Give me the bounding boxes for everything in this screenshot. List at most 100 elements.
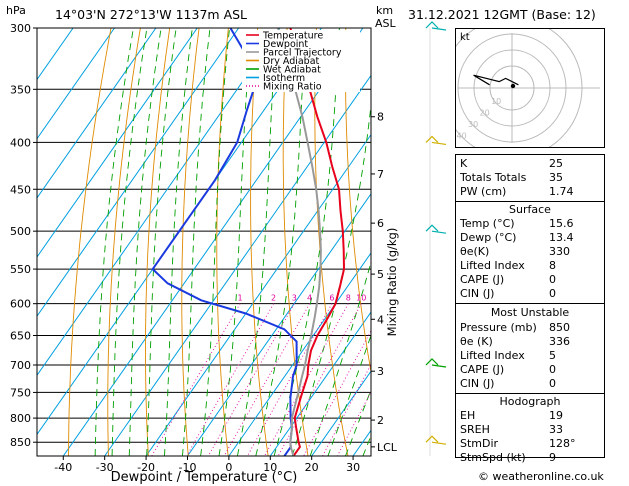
mixing-ratio-label: 8 <box>346 294 351 303</box>
height-tick-label: 8 <box>377 111 384 124</box>
index-pw-label: PW (cm) <box>460 185 507 198</box>
wet-adiabat-line <box>236 28 278 456</box>
divider <box>456 201 604 202</box>
mu-row: CIN (J) 0 <box>460 377 600 391</box>
surface-cape-label: CAPE (J) <box>460 273 505 286</box>
hodograph-ring-label: 40 <box>457 131 467 140</box>
wind-barb-icon <box>425 135 439 143</box>
temperature-tick-label: -20 <box>137 461 155 474</box>
mu-row: CAPE (J) 0 <box>460 363 600 377</box>
mu-cape-label: CAPE (J) <box>460 363 505 376</box>
dry-adiabat-line <box>282 28 309 456</box>
index-totals-value: 35 <box>549 171 563 184</box>
wind-barb-icon <box>425 224 439 232</box>
temperature-tick-label: -30 <box>96 461 114 474</box>
dry-adiabat-line <box>216 28 229 456</box>
wet-adiabat-line <box>128 28 162 456</box>
datetime-label: 31.12.2021 12GMT (Base: 12) <box>408 7 596 22</box>
wind-barb-icon <box>425 21 439 29</box>
dry-adiabat-line <box>68 28 112 456</box>
wet-adiabat-line <box>345 388 371 456</box>
pressure-tick-label: 400 <box>10 136 31 149</box>
surface-row: Temp (°C) 15.6 <box>460 217 600 231</box>
surface-row: Lifted Index 8 <box>460 259 600 273</box>
hodo-stmspd-value: 9 <box>549 451 556 464</box>
pressure-tick-label: 650 <box>10 330 31 343</box>
pressure-tick-label: 600 <box>10 298 31 311</box>
mixing-ratio-line <box>151 303 241 456</box>
hodo-eh-value: 19 <box>549 409 563 422</box>
dry-adiabat-line <box>250 28 269 456</box>
hodo-sreh-value: 33 <box>549 423 563 436</box>
isotherm-line <box>37 28 115 140</box>
surface-title: Surface <box>509 203 551 216</box>
x-axis-title: Dewpoint / Temperature (°C) <box>111 470 298 485</box>
isotherm-line <box>228 252 371 456</box>
km-unit-label: km <box>376 4 394 17</box>
height-tick-label: 7 <box>377 168 384 181</box>
wet-adiabat-line <box>200 28 230 456</box>
pressure-tick-label: 350 <box>10 83 31 96</box>
mixing-ratio-label: 20 <box>398 294 408 303</box>
hodo-stmdir-value: 128° <box>549 437 576 450</box>
height-tick-label: 5 <box>377 268 384 281</box>
index-row-pw: PW (cm) 1.74 <box>460 185 600 199</box>
mu-row: θe (K) 336 <box>460 335 600 349</box>
mu-row: Pressure (mb) 850 <box>460 321 600 335</box>
legend-label: Dry Adiabat <box>263 56 320 67</box>
hodograph-ring-label: 20 <box>480 108 490 117</box>
wet-adiabat-line <box>218 28 253 456</box>
isotherm-line <box>37 28 198 258</box>
divider <box>456 393 604 394</box>
legend-label: Mixing Ratio <box>263 82 322 93</box>
isotherm-line <box>37 28 281 377</box>
mu-pressure-value: 850 <box>549 321 570 334</box>
surface-thetae-value: 330 <box>549 245 570 258</box>
storm-motion-marker <box>510 83 516 89</box>
mixing-ratio-axis-title: Mixing Ratio (g/kg) <box>385 228 399 337</box>
index-row-k: K 25 <box>460 157 600 171</box>
mixing-ratio-line <box>336 390 371 456</box>
hodo-stmdir-label: StmDir <box>460 437 499 450</box>
surface-dewp-label: Dewp (°C) <box>460 231 517 244</box>
pressure-tick-label: 700 <box>10 359 31 372</box>
wind-barb-icon <box>425 435 439 443</box>
index-k-label: K <box>460 157 468 170</box>
credit-link[interactable]: © weatheronline.co.uk <box>478 470 604 483</box>
wind-barb-icon <box>431 141 447 146</box>
wet-adiabat-line <box>163 28 193 456</box>
indices-panel: K 25 Totals Totals 35 PW (cm) 1.74 Surfa… <box>455 154 605 464</box>
wet-adiabat-line <box>309 260 371 456</box>
mixing-ratio-line <box>277 303 362 456</box>
mu-cin-label: CIN (J) <box>460 377 495 390</box>
height-tick-label: LCL <box>377 441 398 454</box>
legend-box <box>242 30 360 92</box>
legend-label: Dewpoint <box>263 39 308 50</box>
wind-barb-icon <box>431 441 447 445</box>
surface-row: CIN (J) 0 <box>460 287 600 301</box>
asl-unit-label: ASL <box>375 17 396 30</box>
hodo-stmspd-label: StmSpd (kt) <box>460 451 526 464</box>
hodo-row: StmSpd (kt) 9 <box>460 451 600 465</box>
mixing-ratio-label: 3 <box>292 294 297 303</box>
temperature-tick-label: -10 <box>178 461 196 474</box>
wet-adiabat-line <box>181 28 211 456</box>
surface-temp-value: 15.6 <box>549 217 574 230</box>
mu-row: Lifted Index 5 <box>460 349 600 363</box>
height-tick-label: 3 <box>377 365 384 378</box>
plot-frame <box>36 27 372 457</box>
hodo-row: StmDir 128° <box>460 437 600 451</box>
hodograph-trace <box>473 74 519 86</box>
mu-li-label: Lifted Index <box>460 349 525 362</box>
wet-adiabat-line <box>146 28 177 456</box>
height-tick-label: 6 <box>377 217 384 230</box>
temperature-tick-label: 10 <box>263 461 277 474</box>
temperature-line <box>289 28 346 456</box>
isotherm-line <box>269 311 371 456</box>
legend-label: Isotherm <box>263 73 305 84</box>
temperature-tick-label: 20 <box>305 461 319 474</box>
hodograph-unit-label: kt <box>460 32 470 43</box>
mu-pressure-label: Pressure (mb) <box>460 321 537 334</box>
surface-dewp-value: 13.4 <box>549 231 574 244</box>
